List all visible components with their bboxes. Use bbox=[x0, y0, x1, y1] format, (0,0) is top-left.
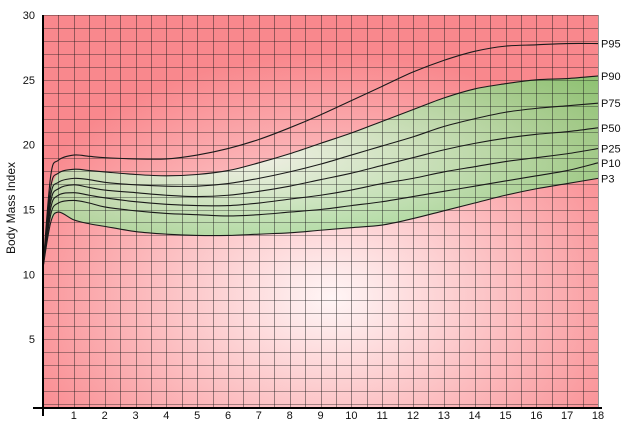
x-tick-label: 8 bbox=[287, 410, 293, 422]
x-tick-label: 18 bbox=[592, 410, 604, 422]
x-tick-label: 5 bbox=[194, 410, 200, 422]
percentile-lines bbox=[42, 42, 599, 268]
x-tick-label: 13 bbox=[438, 410, 450, 422]
series-label-p75: P75 bbox=[601, 98, 621, 110]
x-tick-label: 17 bbox=[561, 410, 573, 422]
healthy-range-band bbox=[50, 75, 598, 236]
series-line-p3 bbox=[42, 177, 599, 268]
series-line-p90 bbox=[42, 75, 599, 268]
series-line-p10 bbox=[42, 162, 599, 268]
series-label-p10: P10 bbox=[601, 158, 621, 170]
x-tick-label: 4 bbox=[163, 410, 169, 422]
x-tick-label: 12 bbox=[407, 410, 419, 422]
x-tick-label: 2 bbox=[102, 410, 108, 422]
series-line-p25 bbox=[42, 148, 599, 268]
y-tick-label: 5 bbox=[29, 334, 35, 346]
band-fill bbox=[50, 75, 598, 236]
y-tick-label: 30 bbox=[23, 10, 35, 22]
x-tick-label: 10 bbox=[345, 410, 357, 422]
series-label-p90: P90 bbox=[601, 71, 621, 83]
series-label-p3: P3 bbox=[601, 173, 614, 185]
x-tick-label: 7 bbox=[256, 410, 262, 422]
y-tick-label: 25 bbox=[23, 75, 35, 87]
x-tick-label: 14 bbox=[469, 410, 481, 422]
series-labels: P95 P90 P75 P50 P25 P10 P3 bbox=[601, 39, 621, 186]
x-tick-label: 3 bbox=[132, 410, 138, 422]
x-tick-label: 6 bbox=[225, 410, 231, 422]
y-tick-label: 10 bbox=[23, 269, 35, 281]
series-line-p75 bbox=[42, 102, 599, 268]
series-label-p25: P25 bbox=[601, 144, 621, 156]
x-tick-label: 15 bbox=[499, 410, 511, 422]
x-tick-label: 1 bbox=[71, 410, 77, 422]
series-line-p50 bbox=[42, 127, 599, 268]
y-tick-label: 15 bbox=[23, 205, 35, 217]
x-tick-label: 16 bbox=[530, 410, 542, 422]
series-label-p95: P95 bbox=[601, 39, 621, 51]
x-tick-label: 9 bbox=[317, 410, 323, 422]
series-line-p95 bbox=[42, 42, 599, 268]
y-axis-label: Body Mass Index bbox=[4, 162, 18, 254]
y-tick-label: 20 bbox=[23, 140, 35, 152]
x-tick-label: 11 bbox=[376, 410, 387, 422]
axes bbox=[33, 15, 602, 416]
series-label-p50: P50 bbox=[601, 123, 621, 135]
